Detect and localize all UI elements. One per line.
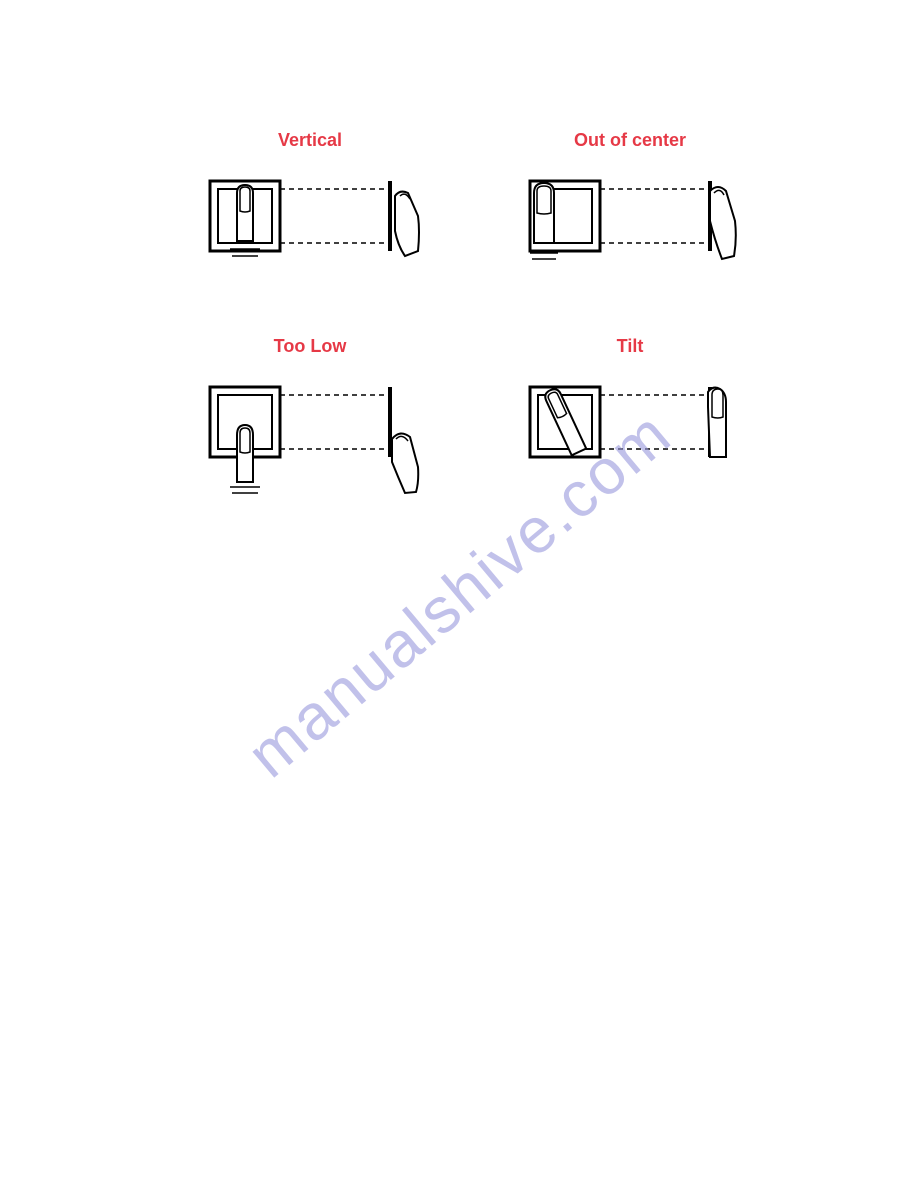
diagram-tilt-icon — [520, 367, 740, 497]
diagram-out-of-center-icon — [520, 161, 740, 291]
diagram-row-1: Vertical — [170, 130, 770, 296]
diagram-label-out-of-center: Out of center — [490, 130, 770, 151]
diagram-row-2: Too Low T — [170, 336, 770, 502]
diagram-cell-vertical: Vertical — [170, 130, 450, 296]
page-container: Vertical — [0, 0, 918, 1188]
diagram-grid: Vertical — [170, 130, 770, 542]
diagram-cell-out-of-center: Out of center — [490, 130, 770, 296]
diagram-label-tilt: Tilt — [490, 336, 770, 357]
diagram-label-vertical: Vertical — [170, 130, 450, 151]
diagram-vertical-icon — [200, 161, 420, 291]
diagram-cell-too-low: Too Low — [170, 336, 450, 502]
diagram-too-low-icon — [200, 367, 420, 497]
diagram-label-too-low: Too Low — [170, 336, 450, 357]
diagram-cell-tilt: Tilt — [490, 336, 770, 502]
